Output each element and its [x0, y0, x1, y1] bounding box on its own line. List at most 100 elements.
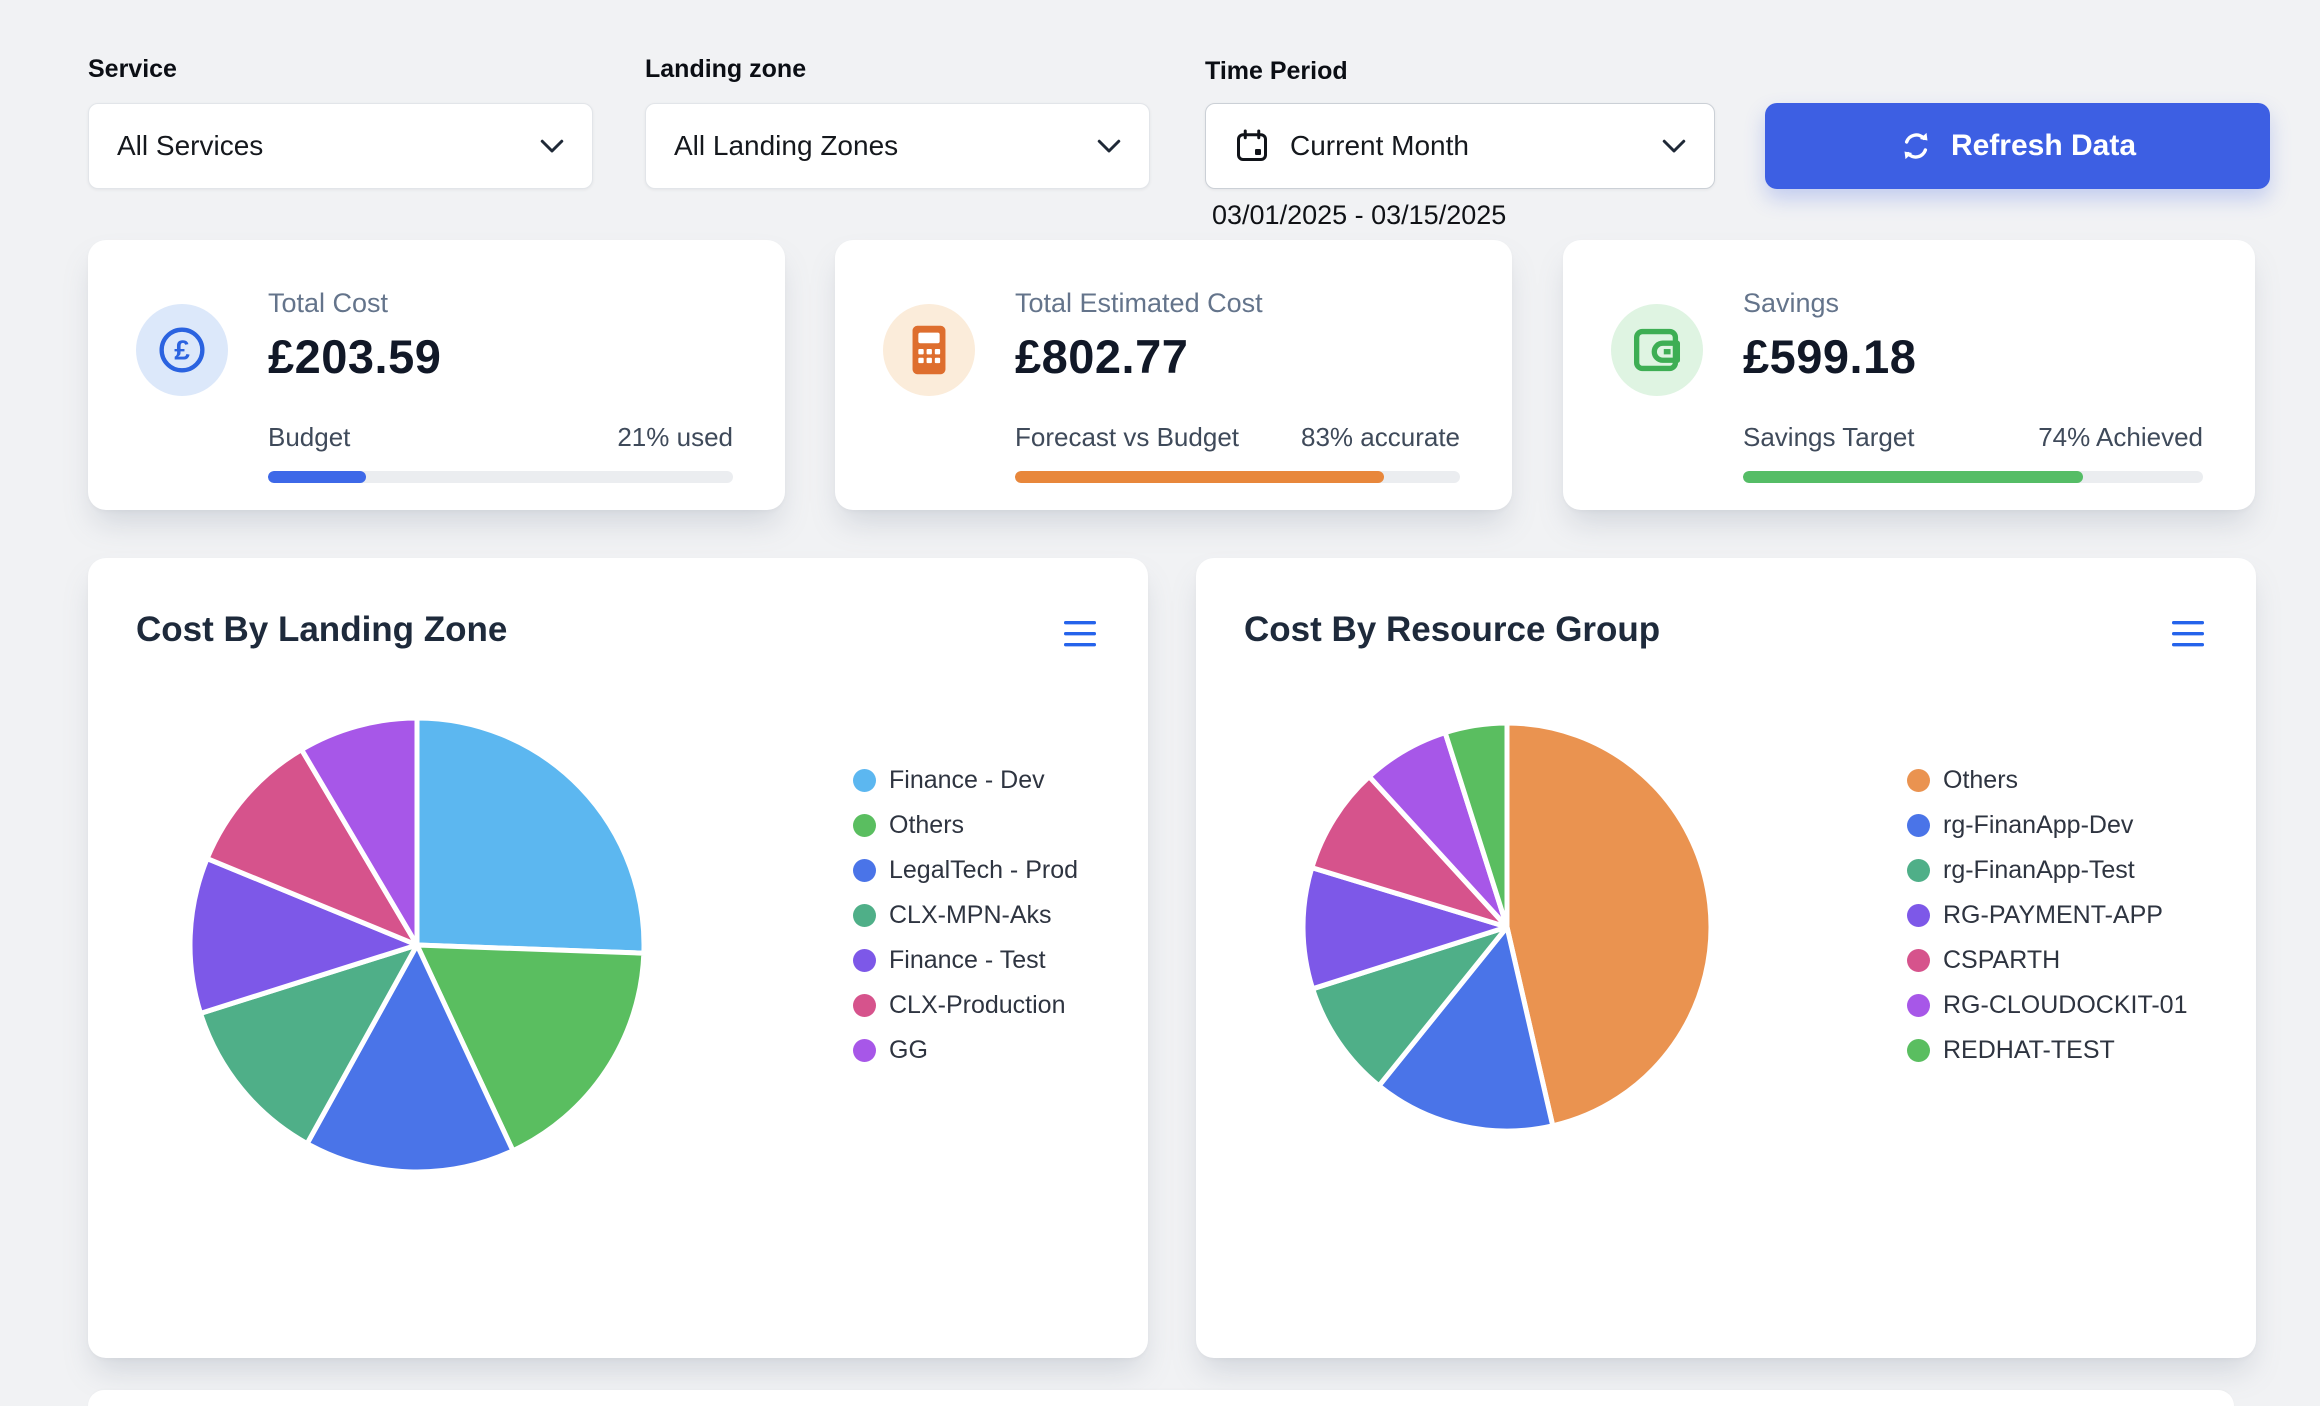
progress-track: [1015, 471, 1460, 483]
progress-status: 83% accurate: [1301, 422, 1460, 452]
pie-chart-cost-by-landing-zone: [187, 715, 647, 1175]
legend-swatch: [1907, 904, 1930, 927]
pound-icon: £: [136, 304, 228, 396]
kpi-card-total-cost: £ Total Cost £203.59 Budget 21% used: [88, 240, 785, 510]
kpi-value: £599.18: [1743, 330, 1917, 383]
legend-swatch: [853, 904, 876, 927]
pie-slice-REDHAT-TEST[interactable]: [1442, 720, 1510, 930]
chart-legend: Finance - Dev Others LegalTech - Prod CLX-M…: [853, 758, 1078, 1073]
legend-item-RG-PAYMENT-APP[interactable]: RG-PAYMENT-APP: [1907, 893, 2187, 938]
legend-swatch: [1907, 769, 1930, 792]
legend-item-RG-CLOUDOCKIT-01[interactable]: RG-CLOUDOCKIT-01: [1907, 983, 2187, 1028]
pie-slice-Finance - Dev[interactable]: [414, 715, 647, 956]
pie-slice-LegalTech - Prod[interactable]: [304, 942, 516, 1175]
pie-slice-CLX-Production[interactable]: [204, 747, 420, 948]
chart-title: Cost By Resource Group: [1244, 610, 1661, 649]
svg-text:£: £: [174, 335, 190, 366]
calendar-icon: [1237, 129, 1267, 161]
progress-fill: [268, 471, 366, 483]
kpi-value: £203.59: [268, 330, 442, 383]
legend-label: RG-PAYMENT-APP: [1943, 901, 2163, 929]
pie-chart-cost-by-resource-group: [1300, 720, 1714, 1134]
chart-legend: Others rg-FinanApp-Dev rg-FinanApp-Test RG-…: [1907, 758, 2187, 1073]
landing-zone-label: Landing zone: [645, 55, 807, 83]
legend-label: RG-CLOUDOCKIT-01: [1943, 991, 2188, 1019]
time-period-select-value: Current Month: [1290, 130, 1469, 161]
kpi-card-total-estimated-cost: Total Estimated Cost £802.77 Forecast vs…: [835, 240, 1512, 510]
legend-item-Others[interactable]: Others: [853, 803, 1078, 848]
legend-label: Finance - Dev: [889, 766, 1045, 794]
pie-slice-CSPARTH[interactable]: [1309, 774, 1510, 930]
legend-item-LegalTech - Prod[interactable]: LegalTech - Prod: [853, 848, 1078, 893]
legend-item-Others[interactable]: Others: [1907, 758, 2187, 803]
legend-label: GG: [889, 1036, 928, 1064]
legend-swatch: [1907, 814, 1930, 837]
bottom-card-partial: [88, 1390, 2234, 1406]
progress-status: 74% Achieved: [2038, 422, 2203, 452]
legend-label: Others: [1943, 766, 2019, 794]
pie-slice-Others[interactable]: [414, 942, 647, 1154]
legend-label: CSPARTH: [1943, 946, 2061, 974]
hamburger-menu-icon: [2172, 621, 2204, 647]
service-select-value: All Services: [117, 130, 264, 161]
legend-label: REDHAT-TEST: [1943, 1036, 2115, 1064]
legend-label: CLX-Production: [889, 991, 1066, 1019]
legend-item-rg-FinanApp-Dev[interactable]: rg-FinanApp-Dev: [1907, 803, 2187, 848]
legend-item-rg-FinanApp-Test[interactable]: rg-FinanApp-Test: [1907, 848, 2187, 893]
pie-slice-CLX-MPN-Aks[interactable]: [198, 942, 420, 1147]
legend-item-REDHAT-TEST[interactable]: REDHAT-TEST: [1907, 1028, 2187, 1073]
time-period-select[interactable]: Current Month: [1205, 103, 1715, 189]
progress-label: Forecast vs Budget: [1015, 422, 1239, 452]
legend-swatch: [853, 1039, 876, 1062]
legend-label: CLX-MPN-Aks: [889, 901, 1052, 929]
legend-label: Finance - Test: [889, 946, 1046, 974]
legend-label: LegalTech - Prod: [889, 856, 1079, 884]
legend-swatch: [853, 814, 876, 837]
chevron-down-icon: [1662, 139, 1686, 152]
calculator-icon: [883, 304, 975, 396]
legend-item-CLX-MPN-Aks[interactable]: CLX-MPN-Aks: [853, 893, 1078, 938]
chart-card-cost-by-landing-zone: Cost By Landing Zone Finance - Dev Others…: [88, 558, 1148, 1358]
kpi-value: £802.77: [1015, 330, 1189, 383]
date-range: 03/01/2025 - 03/15/2025: [1212, 200, 1507, 230]
legend-swatch: [1907, 994, 1930, 1017]
chart-title: Cost By Landing Zone: [136, 610, 508, 649]
legend-swatch: [853, 769, 876, 792]
refresh-button-label: Refresh Data: [1950, 129, 2137, 162]
legend-swatch: [853, 949, 876, 972]
kpi-title: Savings: [1743, 288, 1840, 318]
legend-item-CLX-Production[interactable]: CLX-Production: [853, 983, 1078, 1028]
service-select[interactable]: All Services: [88, 103, 593, 189]
landing-zone-select-value: All Landing Zones: [674, 130, 899, 161]
pie-slice-Finance - Test[interactable]: [187, 856, 420, 1016]
legend-swatch: [1907, 949, 1930, 972]
progress-label: Budget: [268, 422, 351, 452]
legend-label: Others: [889, 811, 965, 839]
progress-status: 21% used: [617, 422, 733, 452]
hamburger-menu-icon: [1064, 621, 1096, 647]
chart-menu-button[interactable]: [2168, 616, 2208, 652]
legend-label: rg-FinanApp-Dev: [1943, 811, 2134, 839]
progress-track: [1743, 471, 2203, 483]
chart-menu-button[interactable]: [1060, 616, 1100, 652]
kpi-title: Total Cost: [268, 288, 389, 318]
legend-item-Finance - Dev[interactable]: Finance - Dev: [853, 758, 1078, 803]
time-period-label: Time Period: [1205, 57, 1348, 85]
pie-slice-rg-FinanApp-Dev[interactable]: [1376, 924, 1556, 1134]
progress-fill: [1015, 471, 1385, 483]
pie-slice-RG-PAYMENT-APP[interactable]: [1300, 865, 1510, 992]
progress-track: [268, 471, 733, 483]
legend-item-GG[interactable]: GG: [853, 1028, 1078, 1073]
legend-item-CSPARTH[interactable]: CSPARTH: [1907, 938, 2187, 983]
pie-slice-rg-FinanApp-Test[interactable]: [1310, 924, 1510, 1089]
landing-zone-select[interactable]: All Landing Zones: [645, 103, 1150, 189]
pie-slice-GG[interactable]: [299, 715, 420, 948]
legend-swatch: [853, 859, 876, 882]
legend-item-Finance - Test[interactable]: Finance - Test: [853, 938, 1078, 983]
progress-label: Savings Target: [1743, 422, 1915, 452]
legend-swatch: [853, 994, 876, 1017]
progress-fill: [1743, 471, 2084, 483]
pie-slice-Others[interactable]: [1504, 720, 1714, 1129]
refresh-data-button[interactable]: Refresh Data: [1765, 103, 2270, 189]
